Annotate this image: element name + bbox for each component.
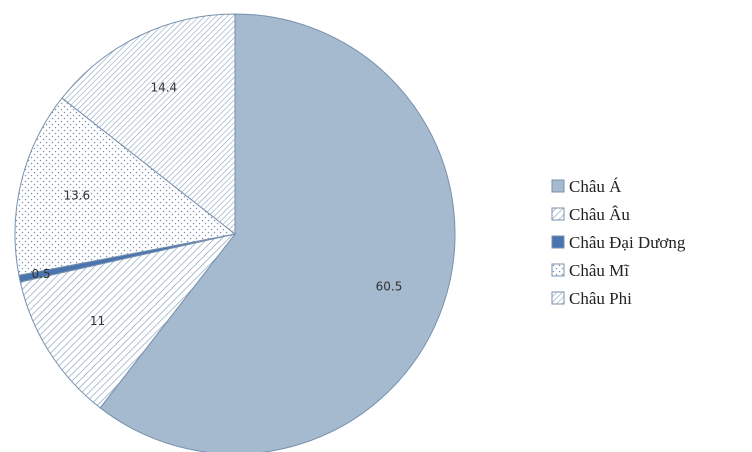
data-label-chau-phi: 14.4 <box>150 81 177 95</box>
data-label-chau-a: 60.5 <box>376 280 403 294</box>
data-label-chau-mi: 13.6 <box>63 189 90 203</box>
legend-label-chau-mi: Châu Mĩ <box>569 261 630 280</box>
legend-swatch-chau-dai-duong <box>551 235 565 249</box>
pie-data-labels: 60.5 11 0.5 13.6 14.4 <box>32 81 403 329</box>
legend-label-chau-a: Châu Á <box>569 177 622 196</box>
pie-slice-chau-a <box>99 13 456 452</box>
legend-swatch-chau-mi <box>551 263 565 277</box>
legend-label-chau-dai-duong: Châu Đại Dương <box>569 233 686 252</box>
pie-slices <box>14 13 456 452</box>
legend-swatch-chau-a <box>551 179 565 193</box>
legend-label-chau-au: Châu Âu <box>569 205 630 224</box>
legend-swatch-chau-phi <box>551 291 565 305</box>
chart-legend: Châu Á Châu Âu Châu Đại Dương Châu Mĩ Châu P… <box>551 177 686 308</box>
pie-slice-chau-au <box>19 233 237 409</box>
pie-slice-chau-mi <box>14 97 237 276</box>
data-label-chau-au: 11 <box>90 314 105 328</box>
legend-swatch-chau-au <box>551 207 565 221</box>
data-label-chau-dai-duong: 0.5 <box>32 267 51 281</box>
legend-label-chau-phi: Châu Phi <box>569 289 632 308</box>
pie-slice-chau-phi <box>61 13 236 236</box>
